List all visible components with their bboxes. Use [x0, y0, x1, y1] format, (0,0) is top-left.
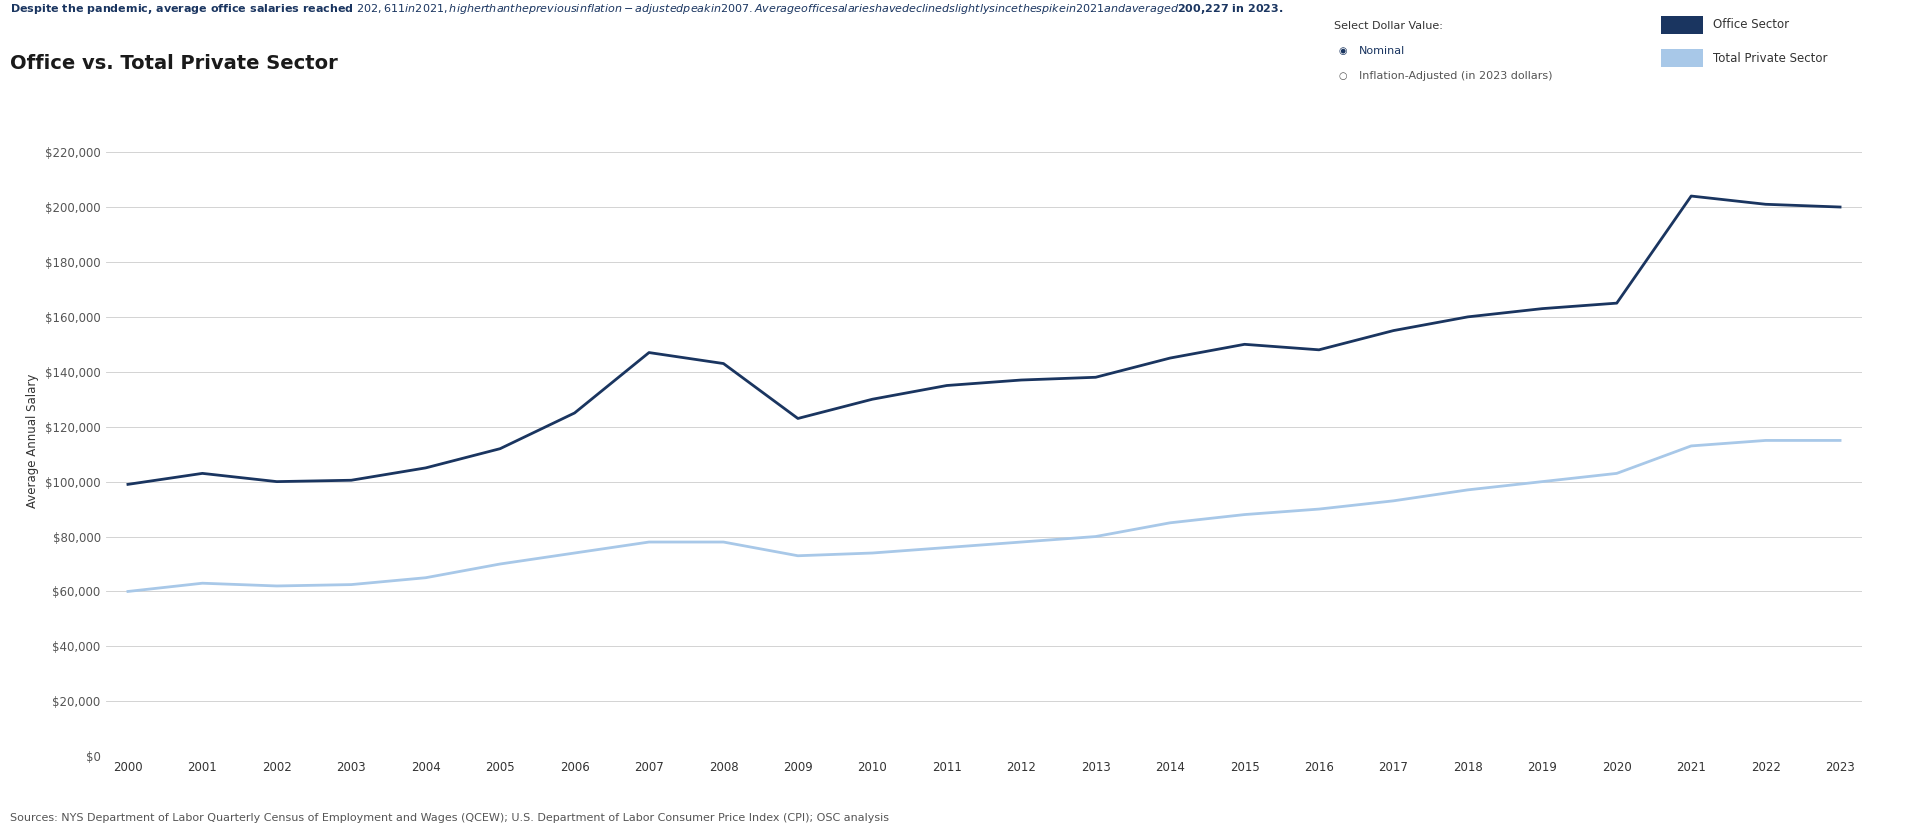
Text: Inflation-Adjusted (in 2023 dollars): Inflation-Adjusted (in 2023 dollars) [1359, 71, 1553, 81]
Text: Sources: NYS Department of Labor Quarterly Census of Employment and Wages (QCEW): Sources: NYS Department of Labor Quarter… [10, 813, 889, 823]
Text: Despite the pandemic, average office salaries reached $202,611 in 2021, higher t: Despite the pandemic, average office sal… [10, 2, 1283, 16]
Y-axis label: Average Annual Salary: Average Annual Salary [27, 373, 40, 508]
Text: Office vs. Total Private Sector: Office vs. Total Private Sector [10, 54, 338, 73]
Text: ○: ○ [1338, 71, 1346, 81]
Text: Office Sector: Office Sector [1713, 18, 1789, 32]
Text: ◉: ◉ [1338, 46, 1346, 56]
Text: Nominal: Nominal [1359, 46, 1405, 56]
Text: Total Private Sector: Total Private Sector [1713, 52, 1828, 65]
Text: Select Dollar Value:: Select Dollar Value: [1334, 21, 1444, 31]
